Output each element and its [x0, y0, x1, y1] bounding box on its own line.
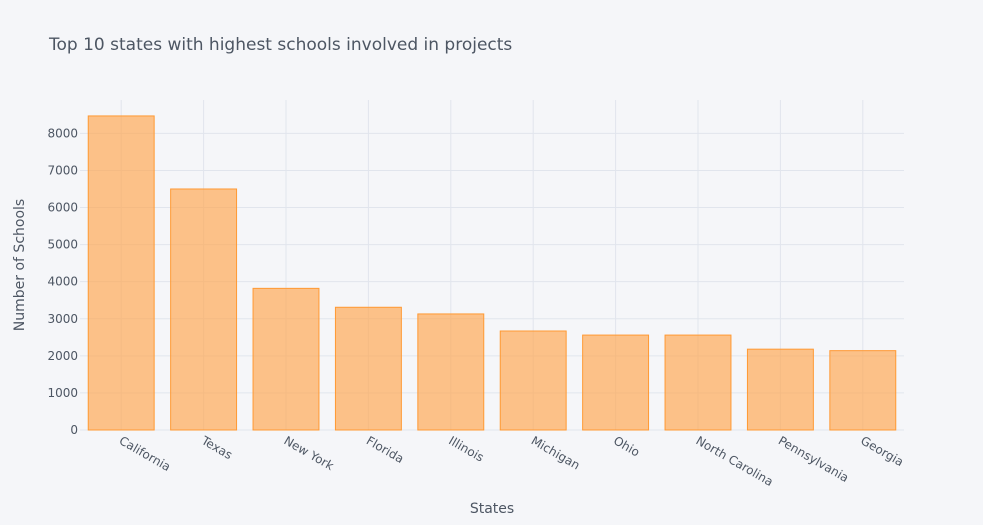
chart-title: Top 10 states with highest schools invol… — [48, 35, 512, 55]
x-axis-title: States — [470, 501, 514, 517]
y-tick-label: 5000 — [47, 238, 78, 252]
x-tick-label: North Carolina — [694, 433, 776, 488]
bar-illinois[interactable] — [417, 313, 485, 431]
x-tick-label: Pennsylvania — [776, 433, 851, 485]
bar-georgia[interactable] — [829, 350, 897, 431]
x-tick-label: Texas — [198, 433, 235, 462]
bar-texas[interactable] — [170, 188, 238, 431]
bar-pennsylvania[interactable] — [746, 348, 814, 431]
x-tick-labels: California Texas New York Florida Illinois Mi… — [117, 433, 906, 489]
x-tick-label: Ohio — [611, 433, 642, 459]
y-tick-label: 0 — [70, 423, 78, 437]
x-tick-label: California — [117, 433, 173, 474]
y-tick-label: 8000 — [47, 126, 78, 140]
bar-layer — [87, 115, 897, 431]
x-tick-label: Georgia — [858, 433, 906, 469]
y-tick-label: 4000 — [47, 275, 78, 289]
y-tick-label: 7000 — [47, 163, 78, 177]
y-axis-title: Number of Schools — [12, 199, 28, 331]
y-tick-labels: 0 1000 2000 3000 4000 5000 6000 7000 8000 — [47, 126, 78, 437]
x-tick-label: Florida — [364, 433, 406, 466]
bar-ohio[interactable] — [582, 334, 650, 431]
y-tick-label: 6000 — [47, 201, 78, 215]
x-tick-label: New York — [282, 433, 337, 473]
bar-new-york[interactable] — [252, 287, 320, 431]
y-tick-label: 2000 — [47, 349, 78, 363]
bar-north-carolina[interactable] — [664, 334, 732, 431]
y-tick-label: 1000 — [47, 386, 78, 400]
x-tick-label: Michigan — [529, 433, 583, 472]
x-tick-label: Illinois — [446, 433, 486, 464]
y-tick-label: 3000 — [47, 312, 78, 326]
bar-california[interactable] — [87, 115, 155, 431]
bar-michigan[interactable] — [499, 330, 567, 431]
bar-florida[interactable] — [334, 306, 402, 431]
